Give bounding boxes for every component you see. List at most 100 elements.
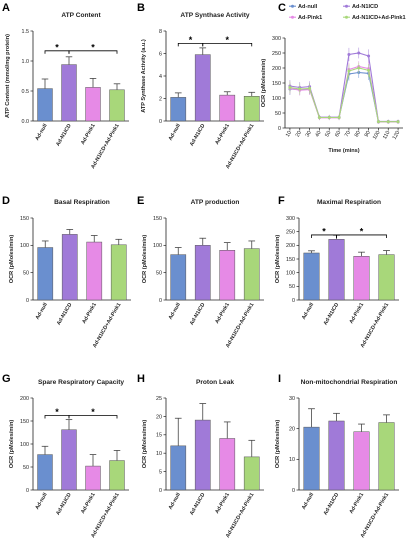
- bar: [194, 54, 211, 122]
- x-tick-label: Ad-Pink1: [81, 302, 98, 325]
- y-tick-label: 100: [20, 442, 29, 448]
- bar: [353, 431, 370, 491]
- x-tick-label: Ad-null: [34, 492, 49, 511]
- bar: [61, 64, 77, 122]
- x-tick-label: Ad-null: [301, 492, 316, 511]
- panel-letter: I: [278, 373, 281, 385]
- x-tick-label: 70: [344, 130, 352, 138]
- y-tick-label: 10: [156, 451, 162, 457]
- y-tick-label: 300: [272, 36, 281, 42]
- chart-title: ATP Synthase Activity: [180, 12, 249, 19]
- significance-star: *: [322, 226, 326, 236]
- y-tick-label: 150: [286, 257, 295, 263]
- series-line: [289, 52, 399, 122]
- y-tick-label: 250: [272, 51, 281, 57]
- x-tick-label: Ad-Pink1: [214, 302, 231, 325]
- bar: [328, 239, 345, 301]
- x-tick-label: Ad-null: [301, 302, 316, 321]
- chart-title: ATP production: [191, 199, 240, 206]
- y-tick-label: 10: [289, 457, 295, 463]
- x-tick-label: 80: [354, 130, 362, 138]
- significance-star: *: [91, 42, 95, 52]
- legend-swatch-marker: [345, 4, 348, 8]
- bar: [85, 465, 101, 491]
- series-line: [289, 67, 399, 123]
- bar: [86, 241, 103, 301]
- legend-swatch-marker: [291, 4, 294, 8]
- y-tick-label: 50: [23, 271, 29, 277]
- bar: [170, 97, 187, 122]
- x-tick-label: Ad-Pink1: [80, 492, 97, 515]
- bar: [37, 454, 53, 491]
- series-line: [289, 71, 399, 123]
- y-tick-label: 20: [289, 427, 295, 433]
- bar: [110, 244, 127, 301]
- x-tick-label: Ad-N1ICD: [55, 123, 73, 148]
- y-tick-label: 0.5: [22, 89, 30, 95]
- y-tick-label: 150: [272, 81, 281, 87]
- x-tick-label: Ad-N1ICD: [189, 123, 207, 148]
- x-tick-label: Ad-N1ICD+Ad-Pink1: [360, 492, 391, 539]
- y-axis-label: OCR (pMoles/min): [142, 235, 148, 284]
- data-point: [367, 54, 371, 58]
- x-tick-label: 60: [334, 130, 342, 138]
- panel-letter: C: [278, 2, 286, 14]
- data-point: [367, 68, 371, 72]
- panel-letter: H: [137, 373, 145, 385]
- y-tick-label: 250: [286, 230, 295, 236]
- y-tick-label: 0: [292, 488, 295, 494]
- panel-letter: F: [278, 195, 285, 207]
- panel-b: B ATP Synthase Activity 0 2 4 6 8 ATP Synthase …: [137, 2, 264, 170]
- y-axis-label: OCR (pMoles/min): [261, 59, 267, 108]
- y-tick-label: 50: [156, 271, 162, 277]
- x-tick-label: Ad-N1ICD+Ad-Pink1: [90, 123, 121, 170]
- y-axis-label: ATP Content (mmol/mg protein): [5, 34, 11, 118]
- panel-letter: B: [137, 2, 145, 14]
- y-tick-label: 100: [272, 96, 281, 102]
- significance-bracket: [202, 42, 253, 47]
- data-point: [317, 116, 321, 119]
- y-axis-label: OCR (pMoles/min): [9, 235, 15, 284]
- panel-h: H Proton Leak 0 5 10 15 20 25 OCR (pMoles/min) Ad…: [137, 373, 264, 539]
- y-tick-label: 0: [159, 119, 162, 125]
- bar: [109, 460, 125, 491]
- x-tick-label: Ad-N1ICD: [189, 302, 207, 327]
- x-tick-label: 50: [324, 130, 332, 138]
- bar: [194, 419, 211, 491]
- significance-star: *: [55, 407, 59, 417]
- y-tick-label: 1.0: [22, 59, 30, 65]
- data-point: [337, 116, 341, 119]
- significance-bracket: [336, 234, 387, 238]
- bar: [303, 426, 320, 491]
- legend-label: Ad-N1ICD: [352, 4, 378, 10]
- y-tick-label: 1.5: [22, 29, 30, 35]
- significance-bracket: [68, 50, 118, 54]
- panel-a: A ATP Content 0.0 0.5 1.0 1.5 ATP Content (mmo…: [2, 2, 129, 170]
- panel-c: C 0 50 100 150 200 250 300 OCR (pMoles/min) 10 20 3…: [261, 2, 406, 154]
- x-tick-label: Ad-null: [34, 123, 49, 142]
- legend-swatch-marker: [345, 15, 348, 19]
- y-axis-label: OCR (pMoles/min): [142, 420, 148, 469]
- data-point: [357, 51, 361, 55]
- y-tick-label: 50: [289, 284, 295, 290]
- y-tick-label: 0: [26, 488, 29, 494]
- data-point: [308, 86, 312, 90]
- y-tick-label: 50: [275, 111, 281, 117]
- data-point: [298, 87, 302, 91]
- series-3: [288, 62, 400, 124]
- bar: [219, 250, 236, 301]
- x-tick-label: Ad-Pink1: [214, 492, 231, 515]
- x-tick-label: Ad-Pink1: [214, 123, 231, 146]
- x-axis-label: Time (mins): [328, 148, 359, 154]
- panel-f: F Maximal Respiration 0 50 100 150 200 250 300 OC…: [275, 195, 399, 349]
- bar: [170, 254, 187, 301]
- panel-i: I Non-mitochondrial Respiration 0 10 20 30 OCR…: [275, 373, 399, 539]
- y-tick-label: 200: [20, 396, 29, 402]
- bar: [61, 234, 78, 301]
- y-tick-label: 15: [156, 433, 162, 439]
- series-1: [288, 47, 400, 124]
- y-tick-label: 300: [286, 216, 295, 222]
- x-tick-label: Ad-N1ICD+Ad-Pink1: [92, 302, 123, 349]
- bar: [353, 256, 370, 301]
